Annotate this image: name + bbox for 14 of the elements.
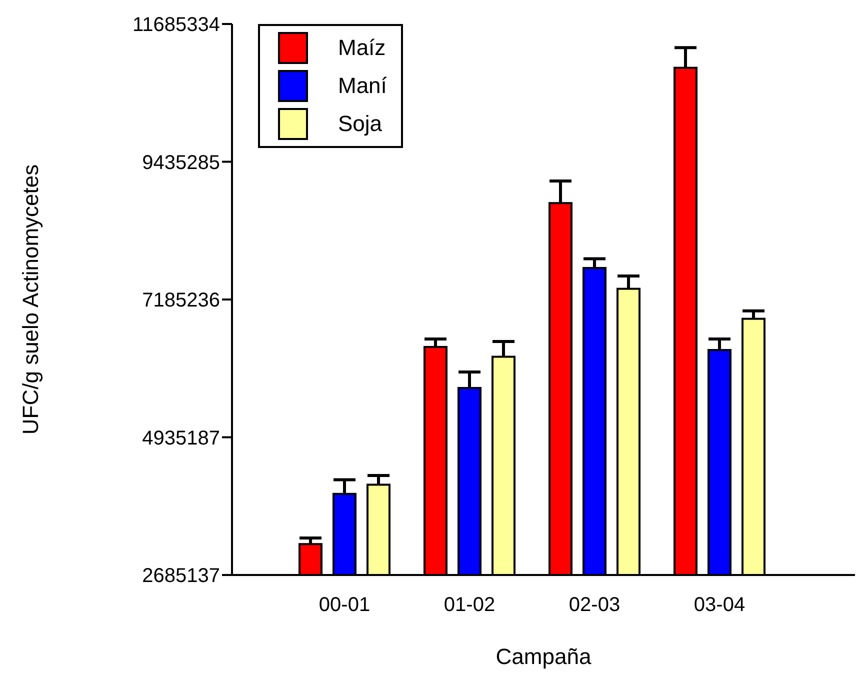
y-tick-label: 9435285 bbox=[142, 152, 220, 174]
x-tick-label: 02-03 bbox=[568, 594, 620, 616]
x-tick-label: 01-02 bbox=[444, 594, 496, 616]
x-tick-label: 03-04 bbox=[694, 594, 746, 616]
y-tick-label: 11685334 bbox=[132, 14, 220, 36]
x-tick-label: 00-01 bbox=[318, 594, 370, 616]
y-tick-label: 2685137 bbox=[142, 565, 220, 588]
x-axis-title: Campaña bbox=[496, 644, 592, 669]
legend-label: Maíz bbox=[338, 35, 386, 61]
y-axis-title: UFC/g suelo Actinomycetes bbox=[18, 164, 43, 435]
y-tick-label: 7185236 bbox=[142, 290, 220, 312]
y-tick-label: 4935187 bbox=[142, 427, 220, 450]
legend-label: Maní bbox=[338, 73, 387, 99]
legend-label: Soja bbox=[338, 111, 382, 137]
